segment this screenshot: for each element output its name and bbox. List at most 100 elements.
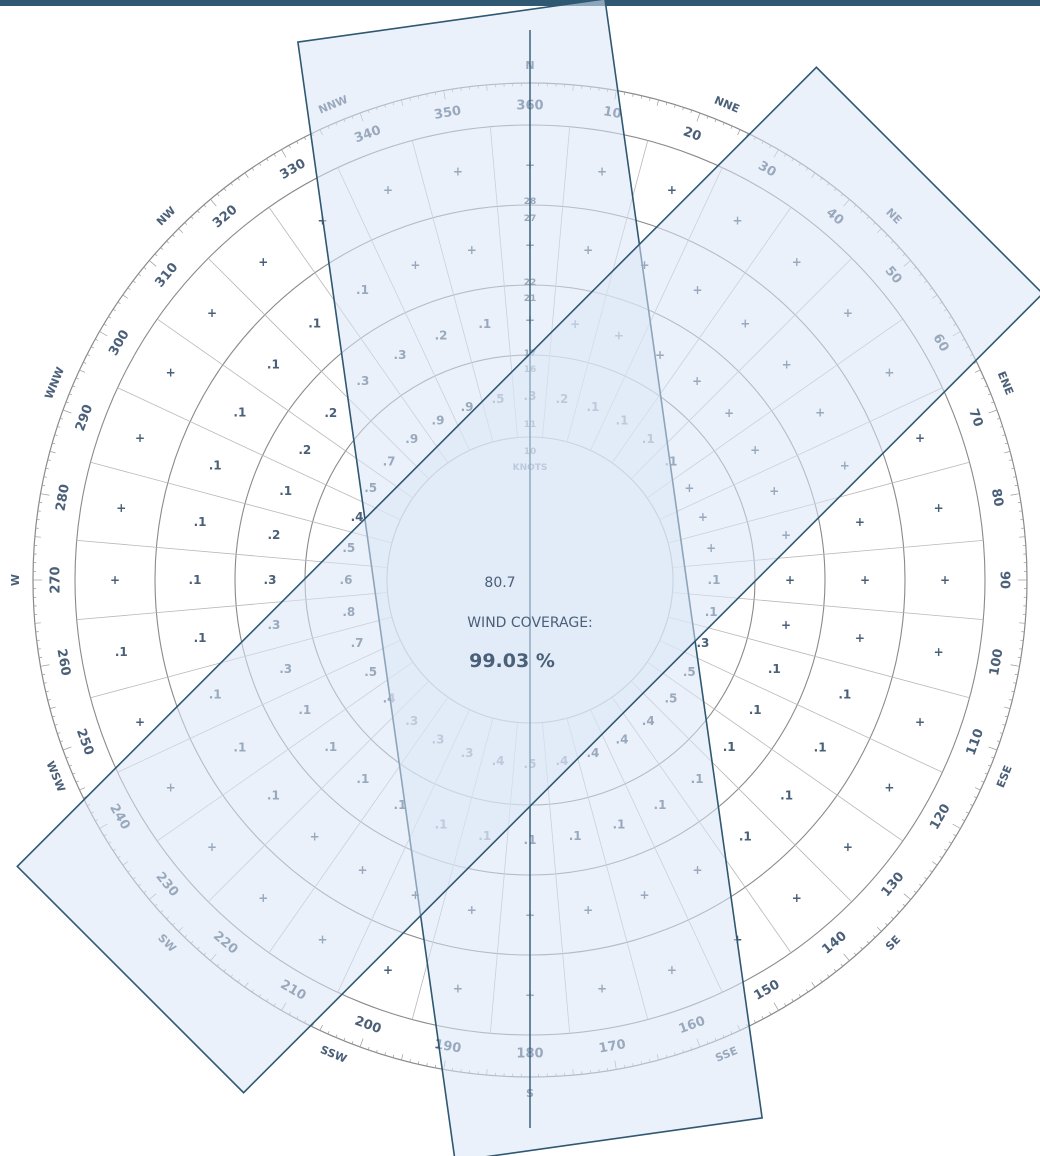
cardinal-label: ENE [995, 369, 1016, 396]
sector-divider [659, 640, 943, 773]
compass-tick [45, 467, 49, 470]
compass-tick [885, 922, 888, 926]
degree-label: 90 [997, 571, 1012, 589]
compass-tick [79, 787, 86, 791]
compass-tick [714, 119, 717, 123]
compass-tick [166, 240, 169, 244]
cell-value: .2 [267, 528, 280, 542]
compass-tick [230, 182, 233, 186]
compass-tick [737, 129, 741, 136]
compass-tick [974, 369, 981, 373]
compass-tick [59, 417, 64, 420]
cell-value: .1 [189, 573, 202, 587]
compass-tick [682, 107, 684, 111]
compass-tick [103, 323, 107, 326]
cell-value: + [855, 515, 865, 529]
runway-b[interactable] [16, 66, 1040, 1094]
compass-tick [40, 664, 50, 667]
compass-tick [327, 1031, 330, 1035]
compass-tick [296, 141, 299, 144]
compass-tick [434, 1064, 437, 1068]
compass-tick [62, 409, 72, 414]
compass-tick [999, 426, 1003, 428]
compass-tick [1019, 536, 1026, 538]
compass-tick [891, 916, 894, 920]
cell-value: .1 [233, 406, 246, 420]
compass-tick [1004, 715, 1008, 718]
compass-tick [996, 417, 1001, 420]
compass-tick [49, 706, 56, 709]
runway-overlays[interactable] [16, 0, 1040, 1156]
compass-tick [99, 331, 108, 337]
compass-tick [952, 823, 961, 829]
degree-label: 70 [965, 407, 985, 429]
cell-value: .1 [279, 484, 292, 498]
compass-tick [75, 780, 79, 783]
cell-value: + [207, 306, 217, 320]
compass-tick [83, 361, 87, 364]
compass-tick [184, 222, 188, 225]
degree-label: 110 [964, 727, 987, 758]
cardinal-label: WSW [43, 759, 67, 794]
compass-tick [696, 112, 701, 122]
cell-value: + [792, 891, 802, 905]
cell-value: + [135, 431, 145, 445]
compass-tick [288, 145, 291, 149]
cardinal-label: WNW [42, 365, 67, 401]
compass-tick [988, 746, 998, 751]
compass-tick [45, 690, 49, 693]
compass-tick [843, 953, 850, 961]
compass-tick [79, 369, 86, 373]
cardinal-label: ESE [994, 763, 1015, 789]
sector-divider [668, 616, 970, 699]
compass-tick [343, 1037, 346, 1041]
compass-tick [820, 979, 823, 983]
compass-tick [351, 1041, 354, 1045]
compass-tick [853, 952, 857, 956]
coverage-value: 99.03 % [469, 650, 555, 672]
compass-tick [172, 234, 175, 238]
cell-value: .4 [351, 510, 364, 524]
compass-tick [62, 746, 72, 751]
compass-tick [730, 125, 733, 129]
cardinal-label: NW [154, 204, 178, 228]
compass-tick [57, 426, 61, 428]
compass-tick [640, 95, 643, 99]
compass-tick [896, 910, 900, 913]
compass-tick [127, 287, 131, 290]
compass-tick [969, 803, 973, 806]
compass-tick [52, 715, 56, 718]
compass-tick [811, 982, 816, 988]
compass-tick [34, 622, 41, 624]
compass-tick [203, 204, 207, 208]
compass-tick [149, 260, 157, 267]
compass-tick [866, 941, 870, 944]
compass-tick [932, 861, 938, 866]
compass-tick [49, 451, 56, 454]
cell-value: .1 [780, 788, 793, 802]
compass-tick [903, 893, 911, 900]
compass-tick [43, 682, 47, 684]
degree-label: 100 [987, 648, 1006, 677]
compass-tick [83, 796, 87, 799]
compass-tick [987, 393, 991, 396]
compass-tick [987, 764, 991, 767]
cell-value: + [843, 840, 853, 854]
compass-tick [43, 476, 47, 478]
compass-tick [623, 92, 626, 96]
compass-tick [833, 969, 837, 972]
compass-tick [72, 385, 76, 388]
compass-tick [190, 216, 194, 219]
cardinal-label: NNE [712, 94, 741, 116]
compass-tick [69, 393, 73, 396]
compass-tick [281, 149, 287, 158]
compass-tick [991, 756, 995, 759]
compass-tick [860, 946, 863, 950]
cell-value: .1 [814, 741, 827, 755]
compass-tick [311, 1023, 314, 1027]
compass-tick [827, 974, 830, 978]
compass-tick [1014, 484, 1018, 487]
compass-tick [981, 377, 985, 380]
cell-value: .1 [723, 740, 736, 754]
compass-tick [72, 772, 76, 775]
